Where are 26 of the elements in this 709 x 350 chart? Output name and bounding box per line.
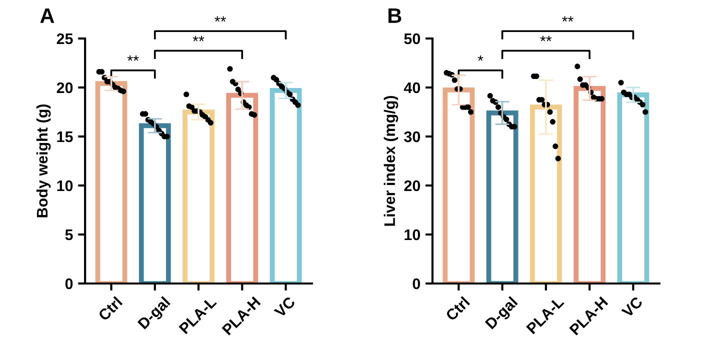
annotation: ** [192,36,204,42]
x-tick-label: Ctrl [97,296,123,322]
annotation: ** [127,55,139,61]
y-tick-label: 30 [404,131,420,142]
y-axis-title: Body weight (g) [36,104,51,218]
y-tick-label: 0 [65,278,73,290]
annotation: * [478,55,484,61]
y-tick-label: 25 [56,33,73,44]
y-tick-label: 15 [57,132,73,142]
chart-title: A [40,8,54,23]
y-tick-label: 50 [404,33,420,44]
y-axis-title: Liver index (mg/g) [384,96,398,226]
y-tick-label: 20 [56,82,73,94]
y-tick-label: 20 [404,180,420,192]
y-tick-label: 0 [412,278,420,290]
y-tick-label: 40 [404,82,420,94]
y-tick-label: 5 [65,230,73,240]
x-tick-label: VC [274,296,296,318]
annotation: ** [540,36,552,42]
y-tick-label: 10 [404,229,420,240]
chart-title: B [388,8,402,23]
x-tick-label: VC [621,296,644,318]
y-tick-label: 10 [57,180,73,192]
text: ** [214,16,226,22]
text: ** [562,16,574,22]
x-tick-label: Ctrl [444,296,470,322]
